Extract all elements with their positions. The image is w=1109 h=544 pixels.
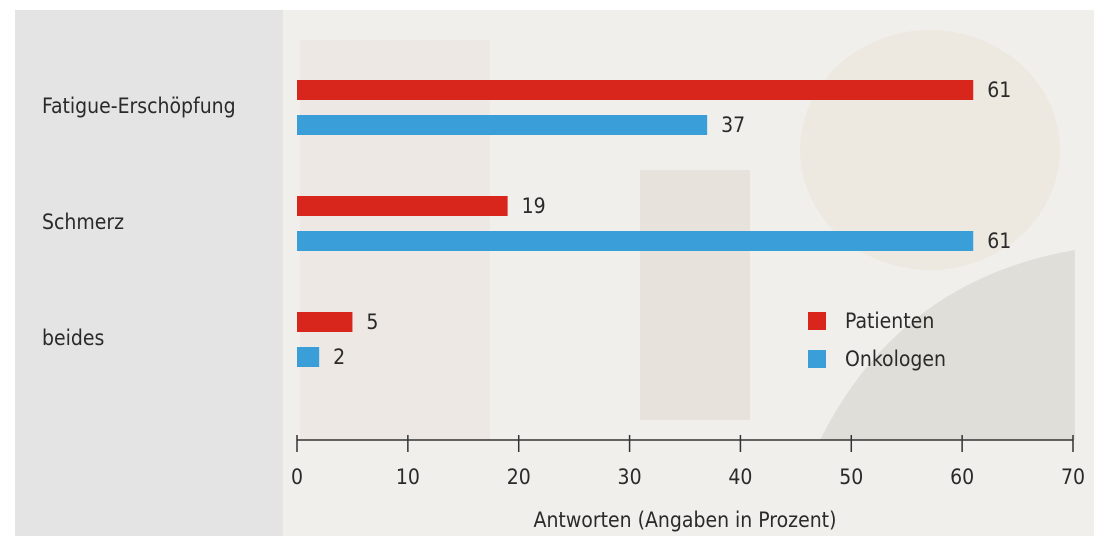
value-label: 5 [366,310,378,334]
x-tick-label: 30 [618,465,642,489]
category-label: Fatigue-Erschöpfung [42,94,236,118]
bar [297,115,708,135]
legend-swatch [808,350,826,368]
legend-swatch [808,312,826,330]
label-panel [15,10,283,536]
bar [297,231,974,251]
photo-shape [640,170,750,420]
value-label: 19 [522,194,546,218]
bar [297,80,974,100]
category-label: beides [42,326,104,350]
x-tick-label: 60 [950,465,974,489]
bar [297,196,508,216]
bar [297,347,320,367]
x-tick-label: 70 [1061,465,1085,489]
legend-label: Onkologen [845,347,946,371]
legend-label: Patienten [845,309,934,333]
category-label: Schmerz [42,210,124,234]
value-label: 61 [987,78,1011,102]
x-axis-title: Antworten (Angaben in Prozent) [534,508,837,532]
x-tick-label: 10 [396,465,420,489]
value-label: 61 [987,229,1011,253]
x-tick-label: 50 [839,465,863,489]
value-label: 2 [333,345,345,369]
photo-shape [820,250,1075,440]
bar [297,312,353,332]
x-tick-label: 40 [728,465,752,489]
value-label: 37 [721,113,745,137]
x-tick-label: 0 [291,465,303,489]
x-tick-label: 20 [507,465,531,489]
